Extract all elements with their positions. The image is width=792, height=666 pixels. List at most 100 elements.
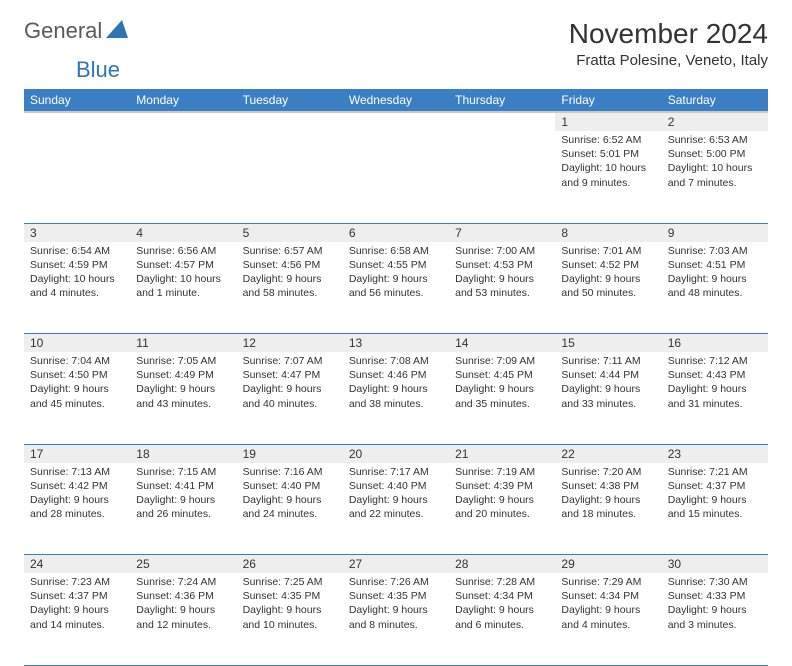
day-header-row: Sunday Monday Tuesday Wednesday Thursday… [24, 89, 768, 112]
content-row: Sunrise: 6:54 AMSunset: 4:59 PMDaylight:… [24, 242, 768, 334]
day-cell: Sunrise: 7:29 AMSunset: 4:34 PMDaylight:… [555, 573, 661, 665]
daylight-text: Daylight: 9 hours and 28 minutes. [30, 493, 124, 521]
sunset-text: Sunset: 4:43 PM [668, 368, 762, 382]
sunset-text: Sunset: 4:46 PM [349, 368, 443, 382]
sunrise-text: Sunrise: 7:03 AM [668, 244, 762, 258]
day-number [237, 112, 343, 131]
day-cell [130, 131, 236, 223]
daynum-row: 10111213141516 [24, 334, 768, 353]
logo-triangle-icon [106, 20, 128, 43]
day-number: 5 [237, 223, 343, 242]
daylight-text: Daylight: 9 hours and 33 minutes. [561, 382, 655, 410]
day-header: Sunday [24, 89, 130, 112]
sunset-text: Sunset: 4:57 PM [136, 258, 230, 272]
day-header: Thursday [449, 89, 555, 112]
sunrise-text: Sunrise: 7:29 AM [561, 575, 655, 589]
sunset-text: Sunset: 4:35 PM [349, 589, 443, 603]
sunset-text: Sunset: 4:41 PM [136, 479, 230, 493]
daylight-text: Daylight: 9 hours and 26 minutes. [136, 493, 230, 521]
sunrise-text: Sunrise: 7:05 AM [136, 354, 230, 368]
sunrise-text: Sunrise: 7:04 AM [30, 354, 124, 368]
day-cell: Sunrise: 6:52 AMSunset: 5:01 PMDaylight:… [555, 131, 661, 223]
day-number: 9 [662, 223, 768, 242]
day-cell: Sunrise: 7:15 AMSunset: 4:41 PMDaylight:… [130, 463, 236, 555]
day-number: 17 [24, 444, 130, 463]
day-cell: Sunrise: 7:04 AMSunset: 4:50 PMDaylight:… [24, 352, 130, 444]
day-number: 26 [237, 555, 343, 574]
sunset-text: Sunset: 4:47 PM [243, 368, 337, 382]
day-cell: Sunrise: 7:00 AMSunset: 4:53 PMDaylight:… [449, 242, 555, 334]
day-number: 4 [130, 223, 236, 242]
sunrise-text: Sunrise: 7:25 AM [243, 575, 337, 589]
day-number: 6 [343, 223, 449, 242]
day-cell: Sunrise: 7:21 AMSunset: 4:37 PMDaylight:… [662, 463, 768, 555]
daylight-text: Daylight: 10 hours and 4 minutes. [30, 272, 124, 300]
day-number: 16 [662, 334, 768, 353]
day-cell [449, 131, 555, 223]
daylight-text: Daylight: 10 hours and 7 minutes. [668, 161, 762, 189]
day-number: 8 [555, 223, 661, 242]
daylight-text: Daylight: 9 hours and 14 minutes. [30, 603, 124, 631]
daylight-text: Daylight: 10 hours and 9 minutes. [561, 161, 655, 189]
sunrise-text: Sunrise: 7:19 AM [455, 465, 549, 479]
sunrise-text: Sunrise: 6:56 AM [136, 244, 230, 258]
sunset-text: Sunset: 4:40 PM [243, 479, 337, 493]
daylight-text: Daylight: 9 hours and 8 minutes. [349, 603, 443, 631]
sunset-text: Sunset: 4:44 PM [561, 368, 655, 382]
day-number: 20 [343, 444, 449, 463]
day-number: 29 [555, 555, 661, 574]
day-cell: Sunrise: 7:25 AMSunset: 4:35 PMDaylight:… [237, 573, 343, 665]
sunrise-text: Sunrise: 7:28 AM [455, 575, 549, 589]
day-header: Wednesday [343, 89, 449, 112]
day-cell [237, 131, 343, 223]
sunrise-text: Sunrise: 6:53 AM [668, 133, 762, 147]
day-number: 15 [555, 334, 661, 353]
day-number: 3 [24, 223, 130, 242]
sunset-text: Sunset: 4:51 PM [668, 258, 762, 272]
day-cell: Sunrise: 6:56 AMSunset: 4:57 PMDaylight:… [130, 242, 236, 334]
content-row: Sunrise: 7:04 AMSunset: 4:50 PMDaylight:… [24, 352, 768, 444]
day-number: 23 [662, 444, 768, 463]
daylight-text: Daylight: 9 hours and 40 minutes. [243, 382, 337, 410]
day-cell: Sunrise: 7:11 AMSunset: 4:44 PMDaylight:… [555, 352, 661, 444]
sunrise-text: Sunrise: 7:08 AM [349, 354, 443, 368]
sunrise-text: Sunrise: 7:30 AM [668, 575, 762, 589]
day-number: 19 [237, 444, 343, 463]
sunset-text: Sunset: 4:34 PM [455, 589, 549, 603]
day-number: 21 [449, 444, 555, 463]
sunset-text: Sunset: 4:35 PM [243, 589, 337, 603]
daynum-row: 24252627282930 [24, 555, 768, 574]
sunrise-text: Sunrise: 6:57 AM [243, 244, 337, 258]
day-cell: Sunrise: 6:57 AMSunset: 4:56 PMDaylight:… [237, 242, 343, 334]
daylight-text: Daylight: 10 hours and 1 minute. [136, 272, 230, 300]
sunrise-text: Sunrise: 7:17 AM [349, 465, 443, 479]
logo-text-general: General [24, 18, 102, 44]
sunrise-text: Sunrise: 7:21 AM [668, 465, 762, 479]
day-number [343, 112, 449, 131]
sunrise-text: Sunrise: 7:09 AM [455, 354, 549, 368]
day-cell: Sunrise: 7:26 AMSunset: 4:35 PMDaylight:… [343, 573, 449, 665]
sunset-text: Sunset: 5:01 PM [561, 147, 655, 161]
sunrise-text: Sunrise: 7:11 AM [561, 354, 655, 368]
day-header: Saturday [662, 89, 768, 112]
day-cell: Sunrise: 7:17 AMSunset: 4:40 PMDaylight:… [343, 463, 449, 555]
logo: General [24, 18, 128, 44]
sunset-text: Sunset: 4:45 PM [455, 368, 549, 382]
daylight-text: Daylight: 9 hours and 24 minutes. [243, 493, 337, 521]
day-number: 24 [24, 555, 130, 574]
day-header: Tuesday [237, 89, 343, 112]
content-row: Sunrise: 7:13 AMSunset: 4:42 PMDaylight:… [24, 463, 768, 555]
day-number [449, 112, 555, 131]
sunset-text: Sunset: 4:56 PM [243, 258, 337, 272]
day-number: 2 [662, 112, 768, 131]
daylight-text: Daylight: 9 hours and 35 minutes. [455, 382, 549, 410]
sunrise-text: Sunrise: 6:54 AM [30, 244, 124, 258]
day-cell [24, 131, 130, 223]
day-cell: Sunrise: 7:20 AMSunset: 4:38 PMDaylight:… [555, 463, 661, 555]
daylight-text: Daylight: 9 hours and 12 minutes. [136, 603, 230, 631]
day-number: 25 [130, 555, 236, 574]
day-cell: Sunrise: 7:16 AMSunset: 4:40 PMDaylight:… [237, 463, 343, 555]
daylight-text: Daylight: 9 hours and 31 minutes. [668, 382, 762, 410]
day-number: 27 [343, 555, 449, 574]
day-cell: Sunrise: 7:09 AMSunset: 4:45 PMDaylight:… [449, 352, 555, 444]
